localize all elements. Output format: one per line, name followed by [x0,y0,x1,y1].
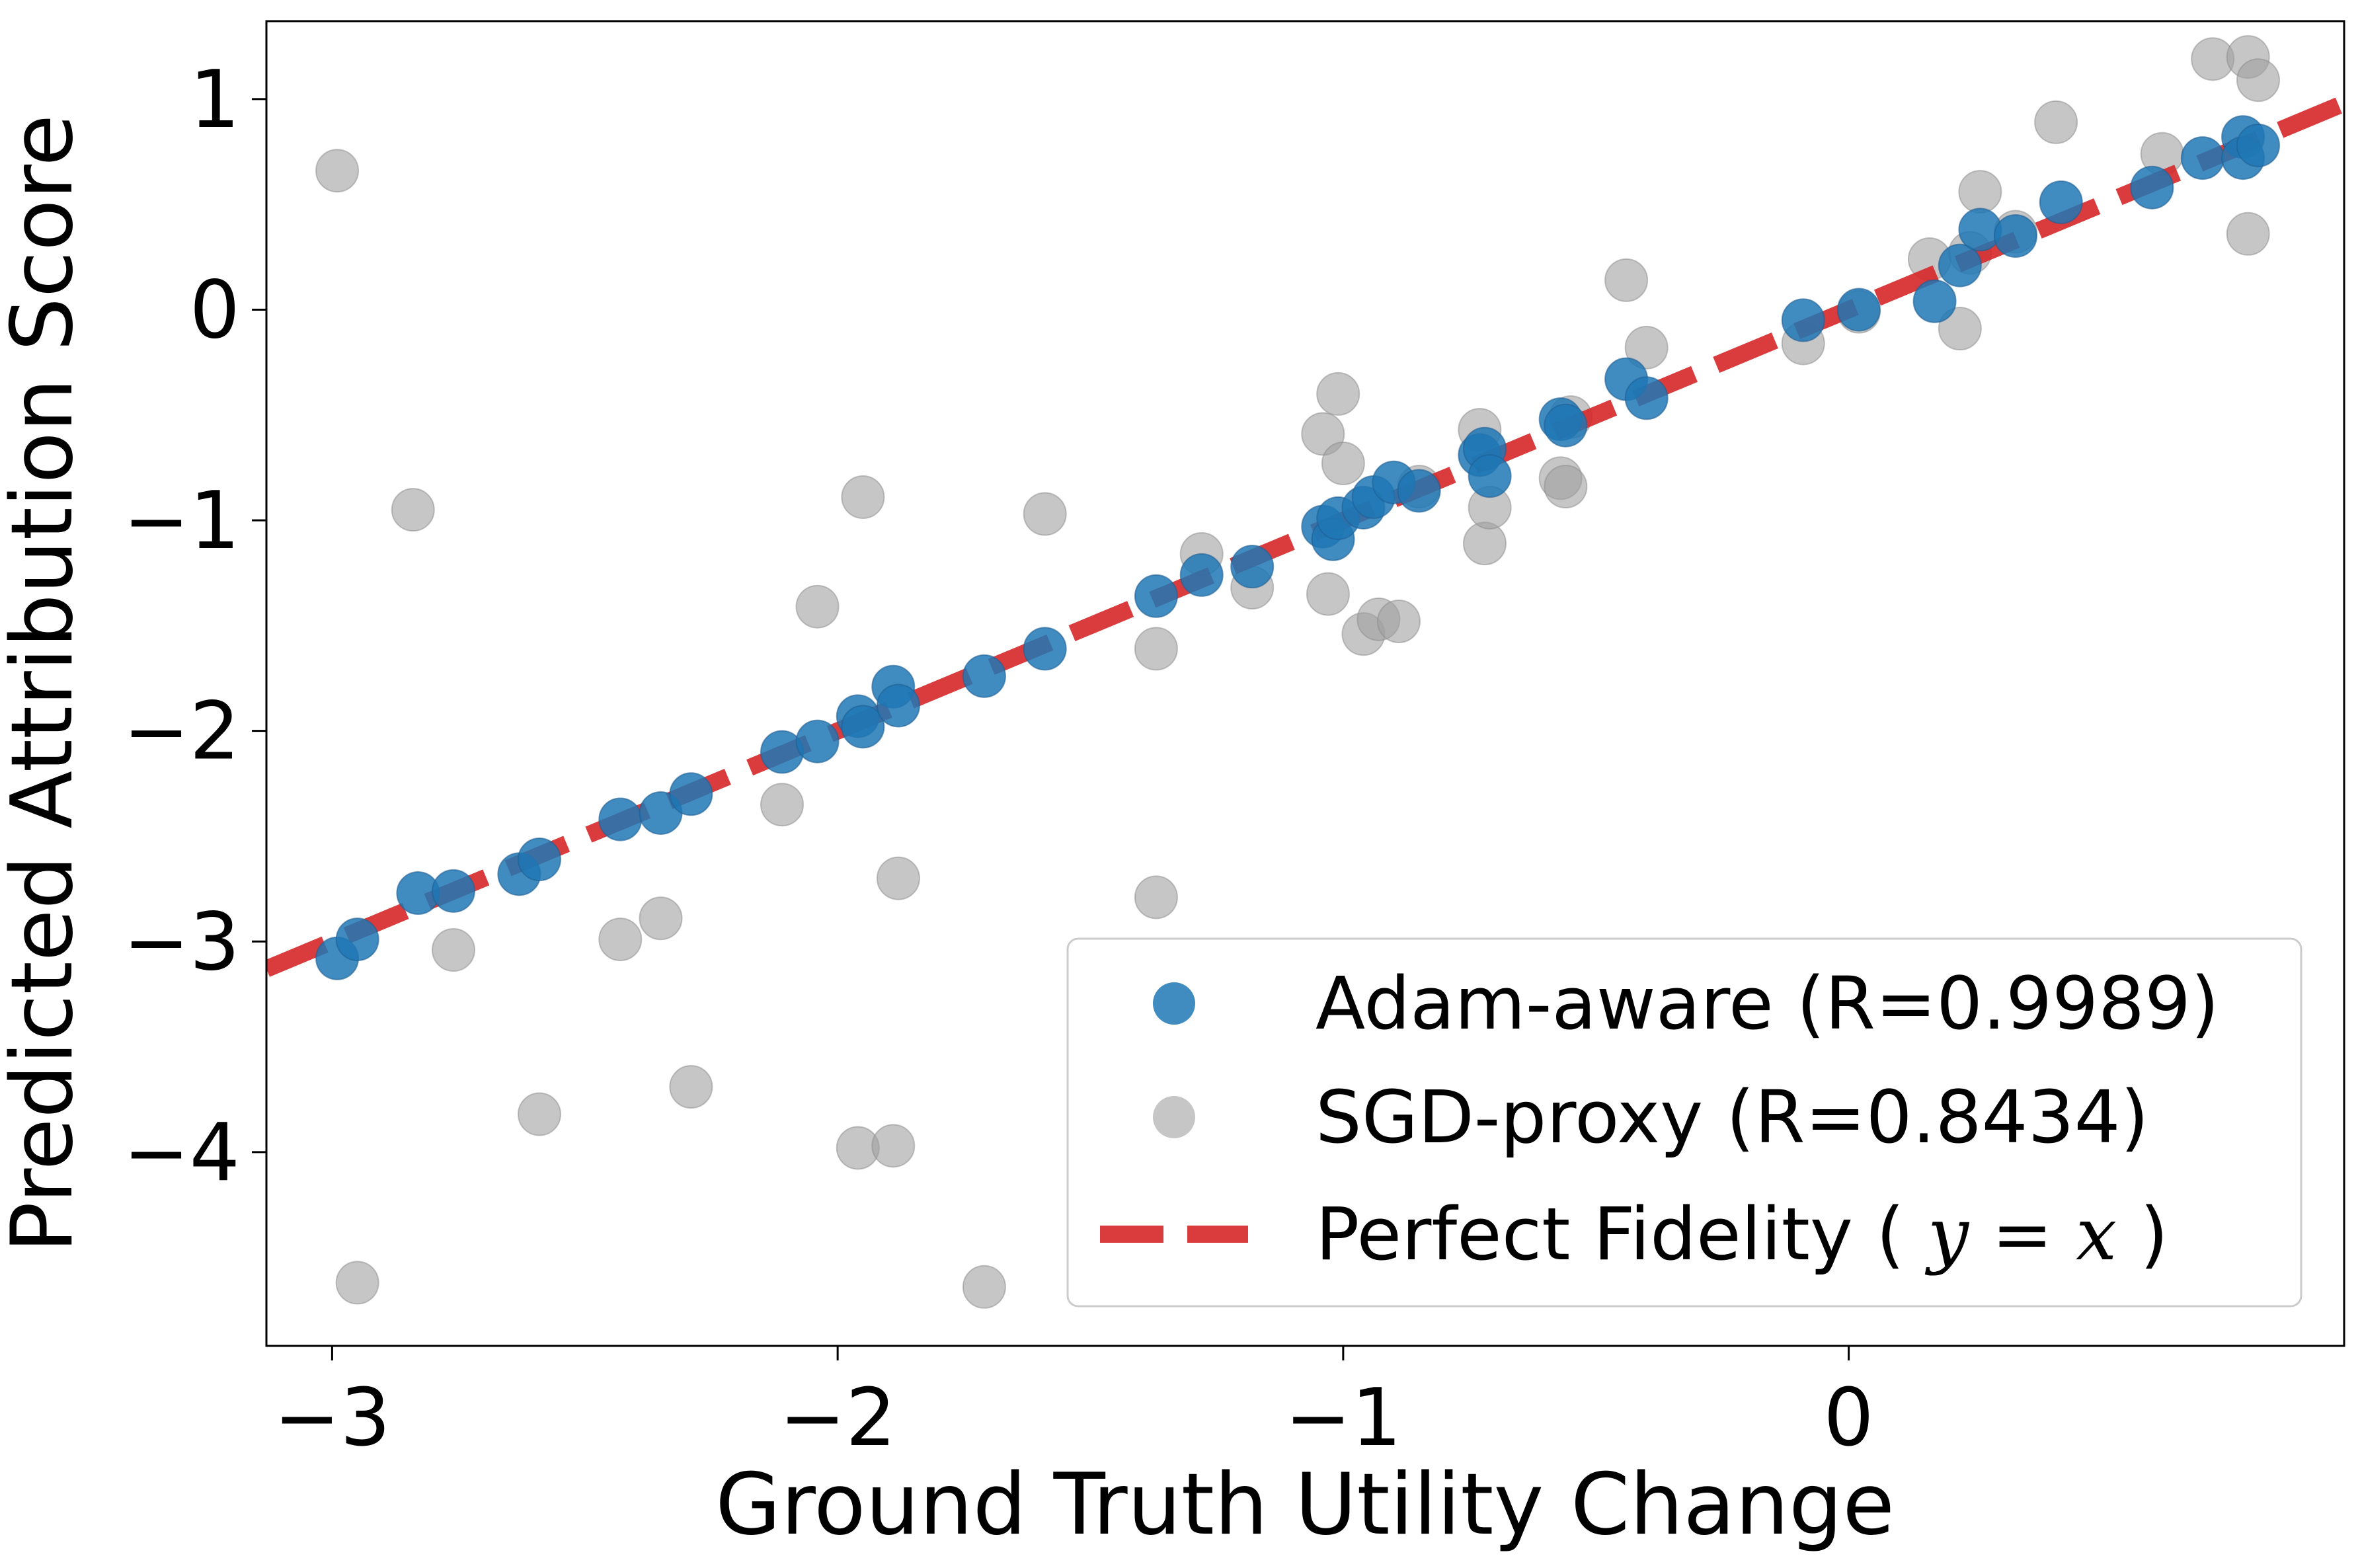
y-axis-title: Predicted Attribution Score [0,114,92,1253]
sgd-proxy-point [639,896,683,941]
adam-aware-point [335,918,379,962]
legend-label-fidelity-open: ( [1876,1192,1905,1276]
legend-label-fidelity-equation: y = x [1924,1192,2117,1276]
adam-aware-point [1544,403,1588,448]
adam-aware-point [1397,469,1441,513]
sgd-proxy-point [598,918,643,962]
x-axis-title: Ground Truth Utility Change [715,1456,1895,1554]
x-tick-label: −3 [274,1372,391,1464]
sgd-proxy-point [1306,572,1350,616]
y-tick-label: −2 [123,686,240,778]
x-tick-label: −2 [779,1372,896,1464]
legend-marker-adam [1153,982,1195,1025]
legend-label-fidelity-close: ) [2140,1192,2168,1276]
adam-aware-point [1179,553,1224,597]
y-tick-label: 0 [190,264,240,356]
legend-label-sgd: SGD-proxy (R=0.8434) [1316,1075,2149,1159]
sgd-proxy-point [431,928,475,972]
adam-aware-point [795,719,840,764]
sgd-proxy-point [1134,627,1178,671]
adam-aware-point [1938,243,1982,288]
y-axis: −4 −3 −2 −1 0 1 [123,54,266,1199]
legend-label-fidelity: Perfect Fidelity ( y = x ) [1316,1192,2168,1276]
sgd-proxy-point [1023,492,1067,536]
sgd-proxy-point [1958,170,2002,214]
sgd-proxy-point [795,584,840,629]
sgd-proxy-point [1604,258,1649,302]
adam-aware-point [1468,454,1512,498]
sgd-proxy-point [871,1124,916,1168]
sgd-proxy-point [876,856,920,900]
y-tick-label: 1 [190,54,240,146]
sgd-proxy-point [2034,100,2078,144]
adam-aware-point [1781,298,1825,342]
sgd-proxy-point [1938,307,1982,351]
sgd-proxy-point [1544,465,1588,509]
adam-aware-point [2039,180,2083,224]
adam-aware-point [2236,123,2280,167]
sgd-proxy-point [2226,212,2270,256]
y-tick-label: −4 [123,1107,240,1199]
sgd-proxy-point [1624,325,1669,370]
sgd-proxy-point [1321,442,1365,486]
adam-aware-point [1230,545,1275,589]
sgd-proxy-point [335,1261,379,1305]
adam-aware-point [598,797,643,842]
adam-aware-point [841,705,885,749]
adam-aware-point [431,869,475,913]
legend-label-adam: Adam-aware (R=0.9989) [1316,961,2219,1046]
plot-area [266,35,2344,1309]
adam-aware-point [1912,279,1957,323]
plot-frame [265,20,2345,1347]
sgd-proxy-point [1316,372,1360,416]
adam-aware-point [1836,288,1881,332]
adam-aware-point [876,684,920,728]
adam-aware-point [2130,165,2174,210]
sgd-proxy-point [962,1265,1006,1309]
sgd-proxy-point [315,149,360,193]
y-tick-label: −3 [123,896,240,988]
sgd-proxy-point [517,1092,561,1136]
adam-aware-point [1023,627,1067,671]
legend-frame [1066,937,2302,1308]
adam-aware-point [517,838,561,882]
sgd-proxy-point [391,488,435,532]
sgd-proxy-point [669,1065,713,1109]
sgd-proxy-point [2236,58,2280,102]
adam-aware-point [962,654,1006,698]
legend-label-fidelity-name: Perfect Fidelity [1316,1192,1853,1276]
adam-aware-point [1134,574,1178,618]
sgd-proxy-point [1376,600,1421,644]
adam-aware-point [1993,214,2037,258]
adam-aware-point [1624,376,1669,420]
x-tick-label: 0 [1823,1372,1873,1464]
adam-aware-point [2180,136,2224,180]
y-tick-label: −1 [123,475,240,567]
sgd-proxy-point [1134,875,1178,920]
legend: Adam-aware (R=0.9989) SGD-proxy (R=0.843… [1066,937,2302,1308]
legend-marker-sgd [1153,1096,1195,1138]
adam-aware-point [669,772,713,816]
sgd-proxy-point [841,475,885,520]
x-axis: −3 −2 −1 0 [274,1346,1874,1464]
sgd-proxy-point [760,783,805,827]
x-tick-label: −1 [1284,1372,1401,1464]
